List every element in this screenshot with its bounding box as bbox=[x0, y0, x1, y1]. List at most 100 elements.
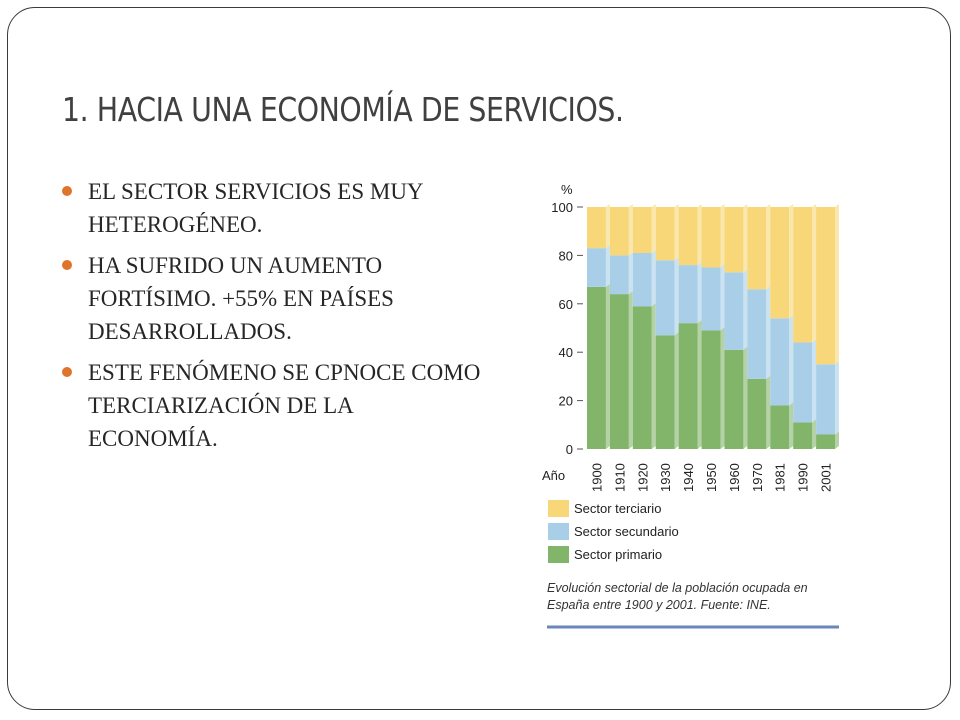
y-tick-label: 100 bbox=[551, 200, 573, 215]
y-tick-label: 40 bbox=[559, 345, 573, 360]
bar-segment bbox=[816, 434, 835, 449]
x-tick-label: 1981 bbox=[773, 463, 788, 492]
bar-segment bbox=[770, 405, 790, 449]
x-tick-label: 1960 bbox=[727, 463, 742, 492]
bar-side bbox=[697, 262, 702, 324]
bullet-item: ESTE FENÓMENO SE CPNOCE COMO TERCIARIZAC… bbox=[62, 356, 482, 455]
y-tick-label: 80 bbox=[559, 248, 573, 263]
slide-title: 1. HACIA UNA ECONOMÍA DE SERVICIOS. bbox=[62, 90, 624, 129]
bar-segment bbox=[678, 323, 698, 449]
x-tick-label: 1910 bbox=[612, 463, 627, 492]
bar-side bbox=[812, 419, 817, 449]
bar-segment bbox=[724, 207, 744, 273]
bar-side bbox=[720, 204, 725, 268]
bar-segment bbox=[587, 248, 606, 287]
bar-segment bbox=[701, 267, 721, 331]
bar-side bbox=[674, 332, 679, 449]
bar-segment bbox=[793, 422, 813, 449]
bar-segment bbox=[655, 260, 675, 336]
sector-chart: % 0 20 40 60 80 100 1900 1910 1920 1930 1940 1950 196… bbox=[530, 160, 875, 635]
x-tick-label: 1930 bbox=[658, 463, 673, 492]
bar-side bbox=[605, 283, 610, 449]
legend-label: Sector secundario bbox=[574, 524, 679, 539]
legend-label: Sector primario bbox=[574, 547, 662, 562]
bar-segment bbox=[609, 294, 629, 449]
bar-side bbox=[766, 204, 771, 290]
bar-segment bbox=[609, 207, 629, 256]
y-tick-label: 0 bbox=[566, 442, 573, 457]
bar-side bbox=[812, 339, 817, 423]
bar-side bbox=[766, 286, 771, 379]
bar-side bbox=[674, 204, 679, 261]
bar-segment bbox=[747, 207, 767, 290]
y-unit-label: % bbox=[561, 182, 573, 197]
bar-segment bbox=[747, 289, 767, 379]
bar-side bbox=[697, 204, 702, 266]
bar-segment bbox=[632, 207, 652, 253]
bar-segment bbox=[609, 255, 629, 295]
bar-side bbox=[628, 204, 633, 256]
bar-side bbox=[651, 204, 656, 253]
bar-segment bbox=[655, 335, 675, 449]
bar-segment bbox=[655, 207, 675, 261]
bar-segment bbox=[678, 207, 698, 266]
chart-caption-line: España entre 1900 y 2001. Fuente: INE. bbox=[547, 598, 771, 612]
bar-side bbox=[743, 346, 748, 449]
bar-side bbox=[628, 252, 633, 295]
bar-side bbox=[835, 204, 839, 365]
bar-segment bbox=[747, 378, 767, 449]
bar-side bbox=[605, 204, 610, 249]
bullet-text: EL SECTOR SERVICIOS ES MUY HETEROGÉNEO. bbox=[88, 179, 423, 237]
x-tick-label: 1950 bbox=[704, 463, 719, 492]
x-axis-label: Año bbox=[542, 468, 565, 483]
bar-side bbox=[605, 245, 610, 287]
bar-side bbox=[651, 303, 656, 449]
bar-segment bbox=[770, 318, 790, 406]
legend-swatch bbox=[548, 523, 569, 540]
bar-side bbox=[651, 249, 656, 307]
bullet-text: HA SUFRIDO UN AUMENTO FORTÍSIMO. +55% EN… bbox=[88, 253, 394, 344]
y-tick-label: 20 bbox=[559, 394, 573, 409]
bar-segment bbox=[816, 364, 835, 435]
bar-segment bbox=[587, 207, 606, 249]
bar-side bbox=[697, 320, 702, 449]
bar-side bbox=[766, 375, 771, 449]
bar-side bbox=[720, 264, 725, 331]
bar-side bbox=[743, 204, 748, 273]
legend-label: Sector terciario bbox=[574, 501, 661, 516]
bar-segment bbox=[701, 207, 721, 268]
bar-side bbox=[789, 204, 794, 319]
x-tick-label: 1970 bbox=[750, 463, 765, 492]
bar-segment bbox=[770, 207, 790, 319]
bar-side bbox=[628, 291, 633, 449]
bar-side bbox=[743, 269, 748, 350]
bar-segment bbox=[678, 265, 698, 324]
bar-side bbox=[789, 402, 794, 449]
bar-segment bbox=[632, 252, 652, 307]
x-tick-label: 1900 bbox=[589, 463, 604, 492]
bar-side bbox=[812, 204, 817, 343]
bar-segment bbox=[724, 349, 744, 449]
bar-segment bbox=[724, 272, 744, 350]
bar-segment bbox=[793, 207, 813, 343]
legend-swatch bbox=[548, 500, 569, 517]
bar-segment bbox=[632, 306, 652, 449]
x-tick-label: 1990 bbox=[796, 463, 811, 492]
x-tick-label: 1920 bbox=[635, 463, 650, 492]
bullet-text: ESTE FENÓMENO SE CPNOCE COMO TERCIARIZAC… bbox=[88, 360, 481, 451]
bar-segment bbox=[816, 207, 835, 365]
bullet-dot-icon bbox=[62, 260, 72, 270]
bar-side bbox=[720, 327, 725, 449]
bar-side bbox=[789, 315, 794, 406]
bar-side bbox=[674, 257, 679, 336]
bar-side bbox=[835, 431, 839, 449]
bar-segment bbox=[701, 330, 721, 449]
legend-swatch bbox=[548, 546, 569, 563]
bullet-item: HA SUFRIDO UN AUMENTO FORTÍSIMO. +55% EN… bbox=[62, 249, 482, 348]
bullet-dot-icon bbox=[62, 186, 72, 196]
bar-segment bbox=[793, 342, 813, 423]
bullet-list: EL SECTOR SERVICIOS ES MUY HETEROGÉNEO. … bbox=[62, 175, 482, 463]
bar-side bbox=[835, 361, 839, 435]
chart-svg: % 0 20 40 60 80 100 1900 1910 1920 1930 1940 1950 196… bbox=[542, 182, 839, 629]
x-tick-label: 2001 bbox=[819, 463, 834, 492]
